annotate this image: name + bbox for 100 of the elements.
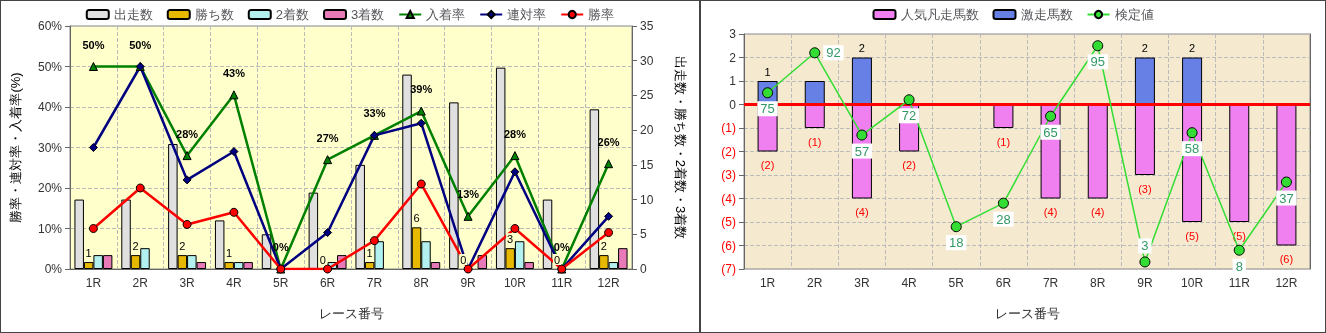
y-tick-label: (1) xyxy=(721,121,736,135)
data-label: 3 xyxy=(1141,238,1149,254)
data-label: (6) xyxy=(1279,253,1294,265)
y2-tick-label: 20 xyxy=(640,123,654,138)
data-label: 18 xyxy=(949,235,964,251)
legend-label: 入着率 xyxy=(426,7,466,22)
x-tick-label: 8R xyxy=(1090,276,1106,290)
data-label: 95 xyxy=(1090,54,1105,70)
y-tick-label: 30% xyxy=(37,140,63,155)
y2-tick-label: 5 xyxy=(640,227,647,242)
x-tick-label: 9R xyxy=(1137,276,1153,290)
data-label: 33% xyxy=(363,107,386,120)
data-label: (4) xyxy=(1091,206,1105,218)
data-label: 2 xyxy=(600,239,607,252)
x-tick-label: 12R xyxy=(597,276,620,290)
legend-label: 2着数 xyxy=(275,7,309,22)
legend-label: 勝率 xyxy=(588,7,615,22)
x-axis-title: レース番号 xyxy=(994,306,1060,321)
data-label: (1) xyxy=(996,135,1011,148)
data-label: 92 xyxy=(826,45,841,61)
data-label: 58 xyxy=(1184,141,1200,157)
data-label: 75 xyxy=(760,101,775,117)
data-label: 0 xyxy=(553,253,561,266)
data-label: (4) xyxy=(855,206,869,218)
y-tick-label: 20% xyxy=(37,181,63,195)
data-label: (2) xyxy=(760,159,775,171)
data-label: (1) xyxy=(808,135,822,148)
legend-label: 連対率 xyxy=(507,7,547,22)
data-label: 2 xyxy=(132,239,139,252)
data-label: 43% xyxy=(222,66,246,79)
y-tick-label: 2 xyxy=(729,50,737,65)
x-tick-label: 5R xyxy=(273,276,289,290)
y-tick-label: 60% xyxy=(37,19,63,33)
data-label: 8 xyxy=(1235,258,1243,274)
y2-tick-label: 30 xyxy=(640,53,654,68)
y2-tick-label: 0 xyxy=(640,262,647,276)
y2-tick-label: 10 xyxy=(640,192,654,207)
data-label: 1 xyxy=(366,246,373,259)
y-tick-label: (4) xyxy=(721,191,736,206)
legend-label: 激走馬数 xyxy=(1020,7,1073,22)
x-tick-label: 5R xyxy=(948,276,965,290)
data-label: (3) xyxy=(1138,182,1152,195)
x-tick-label: 11R xyxy=(551,276,573,290)
data-label: 72 xyxy=(901,108,917,124)
data-label: 0 xyxy=(460,253,467,266)
y-tick-label: (5) xyxy=(721,215,736,229)
y-tick-label: (7) xyxy=(721,262,736,276)
x-tick-label: 1R xyxy=(759,276,776,290)
data-label: 2 xyxy=(1189,42,1196,54)
x-tick-label: 8R xyxy=(413,276,430,290)
y-tick-label: 40% xyxy=(37,100,63,114)
y-tick-label: 1 xyxy=(729,74,737,88)
data-label: 27% xyxy=(316,131,339,144)
legend-label: 出走数 xyxy=(113,7,153,22)
x-tick-label: 10R xyxy=(503,276,527,290)
x-tick-label: 4R xyxy=(226,276,242,290)
y-tick-label: (3) xyxy=(721,168,736,182)
y-tick-label: 50% xyxy=(37,59,63,74)
y-tick-label: (6) xyxy=(721,238,736,253)
y2-tick-label: 25 xyxy=(640,88,654,103)
data-label: 50% xyxy=(82,38,105,51)
y-tick-label: 10% xyxy=(37,221,63,236)
data-label: 2 xyxy=(858,42,865,54)
y2-axis-title: 出走数・勝ち数・2着数・3着数 xyxy=(673,55,688,240)
data-label: 6 xyxy=(413,211,420,224)
data-label: 50% xyxy=(129,38,152,51)
x-tick-label: 2R xyxy=(132,276,149,290)
x-tick-label: 11R xyxy=(1228,276,1251,290)
data-label: 28% xyxy=(176,127,199,140)
y-tick-label: 0% xyxy=(44,262,63,276)
data-label: 2 xyxy=(179,239,186,252)
x-tick-label: 7R xyxy=(366,276,383,290)
legend-label: 勝ち数 xyxy=(194,7,234,22)
legend-label: 検定値 xyxy=(1114,7,1154,22)
data-label: 0 xyxy=(319,253,326,266)
y-tick-label: (2) xyxy=(721,144,736,159)
data-label: 0% xyxy=(553,241,570,253)
data-label: 57 xyxy=(854,143,870,159)
data-label: (2) xyxy=(902,159,916,171)
x-tick-label: 2R xyxy=(807,276,823,290)
data-label: (4) xyxy=(1043,206,1058,218)
data-label: 2 xyxy=(1141,42,1148,54)
x-tick-label: 6R xyxy=(995,276,1012,290)
x-tick-label: 3R xyxy=(854,276,870,290)
x-tick-label: 4R xyxy=(901,276,918,290)
y2-tick-label: 15 xyxy=(640,157,654,172)
legend-label: 3着数 xyxy=(351,7,385,22)
y2-tick-label: 35 xyxy=(640,19,654,33)
data-label: 65 xyxy=(1043,124,1058,140)
data-label: 1 xyxy=(226,246,233,259)
data-label: 28 xyxy=(996,211,1011,227)
x-tick-label: 7R xyxy=(1042,276,1059,290)
x-tick-label: 3R xyxy=(179,276,196,290)
x-tick-label: 12R xyxy=(1275,276,1298,290)
y-tick-label: 0 xyxy=(729,97,737,112)
x-tick-label: 10R xyxy=(1181,276,1204,290)
x-tick-label: 6R xyxy=(319,276,336,290)
data-label: (5) xyxy=(1185,229,1199,242)
y-tick-label: 3 xyxy=(729,27,737,41)
x-tick-label: 1R xyxy=(85,276,102,290)
